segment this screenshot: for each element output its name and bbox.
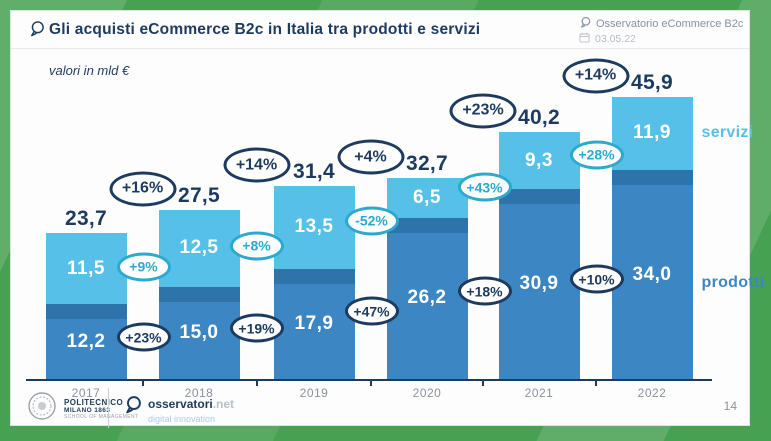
total-value-label: 45,9 <box>630 70 674 94</box>
total-value-label: 31,4 <box>292 160 336 183</box>
growth-oval-prodotti: +19% <box>229 313 284 343</box>
segment-value-servizi: 11,9 <box>633 122 671 144</box>
total-value-label: 23,7 <box>64 207 108 231</box>
source-bubble-icon <box>579 16 591 32</box>
politecnico-school: SCHOOL OF MANAGEMENT <box>64 413 139 420</box>
segment-value-prodotti: 26,2 <box>407 287 447 309</box>
segment-value-servizi: 9,3 <box>525 149 553 171</box>
segment-value-prodotti: 17,9 <box>294 312 334 334</box>
segment-value-prodotti: 12,2 <box>66 330 106 352</box>
axis-tick <box>594 381 597 386</box>
calendar-icon <box>579 32 590 46</box>
bar-segment-prodotti: 30,9 <box>498 189 580 379</box>
date-row: 03.05.22 <box>579 32 636 46</box>
politecnico-milano: MILANO 1863 <box>64 406 111 414</box>
year-label: 2017 <box>71 386 101 400</box>
growth-oval-servizi: -52% <box>344 206 399 236</box>
legend-prodotti: prodotti <box>701 273 765 291</box>
growth-oval-total: +23% <box>449 93 517 129</box>
segment-value-prodotti: 30,9 <box>519 273 559 295</box>
legend-servizi: servizi <box>701 124 754 142</box>
axis-tick <box>482 381 484 386</box>
growth-oval-total: +4% <box>337 139 404 175</box>
date-label: 03.05.22 <box>595 33 636 45</box>
slide-card: Gli acquisti eCommerce B2c in Italia tra… <box>10 10 764 428</box>
growth-oval-prodotti: +18% <box>457 276 512 306</box>
source-row: Osservatorio eCommerce B2c <box>579 16 743 32</box>
growth-oval-total: +14% <box>562 58 629 94</box>
growth-oval-prodotti: +10% <box>569 264 624 294</box>
bar-segment-prodotti: 26,2 <box>386 217 468 379</box>
bar-segment-servizi: 11,5 <box>45 233 127 304</box>
segment-value-prodotti: 15,0 <box>179 321 219 343</box>
unit-note: valori in mld € <box>49 63 130 78</box>
total-value-label: 32,7 <box>405 152 449 176</box>
osservatori-footer-bubble-icon <box>123 395 142 420</box>
stacked-bar-chart: 12,2 11,5 23,7 2017 15,0 12,5 27,5 2018 17,9 13,5… <box>11 11 764 425</box>
header-divider <box>11 48 749 49</box>
axis-tick <box>369 381 372 386</box>
page-number: 14 <box>723 399 737 413</box>
bar-segment-servizi: 11,9 <box>611 96 693 171</box>
segment-value-servizi: 11,5 <box>67 257 105 279</box>
growth-oval-servizi: +9% <box>116 252 171 282</box>
osservatori-brand: osservatori <box>148 397 213 411</box>
bar-segment-servizi: 6,5 <box>386 178 468 218</box>
growth-oval-servizi: +8% <box>229 231 284 261</box>
segment-value-servizi: 13,5 <box>294 216 334 238</box>
politecnico-seal-icon <box>27 391 57 426</box>
bar-segment-prodotti: 34,0 <box>611 170 693 379</box>
segment-value-servizi: 6,5 <box>413 186 441 208</box>
page-title: Gli acquisti eCommerce B2c in Italia tra… <box>49 21 481 38</box>
footer-divider <box>108 388 109 428</box>
osservatori-bubble-icon <box>28 20 45 43</box>
bar-segment-servizi: 13,5 <box>273 186 355 269</box>
growth-oval-servizi: +43% <box>457 172 512 202</box>
year-label: 2021 <box>524 386 554 400</box>
x-axis <box>26 379 712 381</box>
growth-oval-prodotti: +47% <box>344 296 399 326</box>
osservatori-tagline: digital innovation <box>148 414 216 424</box>
axis-tick <box>141 381 144 386</box>
bar-segment-servizi: 9,3 <box>498 131 580 190</box>
osservatori-tld: .net <box>212 397 235 411</box>
growth-oval-prodotti: +23% <box>116 322 171 352</box>
politecnico-logo: POLITECNICO MILANO 1863 SCHOOL OF MANAGE… <box>27 391 139 426</box>
year-label: 2019 <box>299 386 329 400</box>
year-label: 2022 <box>637 386 667 400</box>
bar-segment-prodotti: 17,9 <box>273 268 355 379</box>
total-value-label: 40,2 <box>517 105 561 129</box>
bar-segment-prodotti: 12,2 <box>45 304 127 379</box>
politecnico-name: POLITECNICO <box>64 397 124 407</box>
source-label: Osservatorio eCommerce B2c <box>596 18 744 30</box>
year-label: 2018 <box>184 386 214 400</box>
growth-oval-total: +16% <box>109 171 176 207</box>
segment-value-prodotti: 34,0 <box>632 263 672 285</box>
total-value-label: 27,5 <box>177 183 221 207</box>
growth-oval-total: +14% <box>223 147 290 183</box>
growth-oval-servizi: +28% <box>569 140 624 170</box>
segment-value-servizi: 12,5 <box>179 237 219 259</box>
bar-segment-prodotti: 15,0 <box>158 286 240 379</box>
axis-tick <box>255 381 258 386</box>
osservatori-logo: osservatori.net digital innovation <box>123 395 234 424</box>
bar-segment-servizi: 12,5 <box>158 209 240 287</box>
year-label: 2020 <box>412 386 442 400</box>
